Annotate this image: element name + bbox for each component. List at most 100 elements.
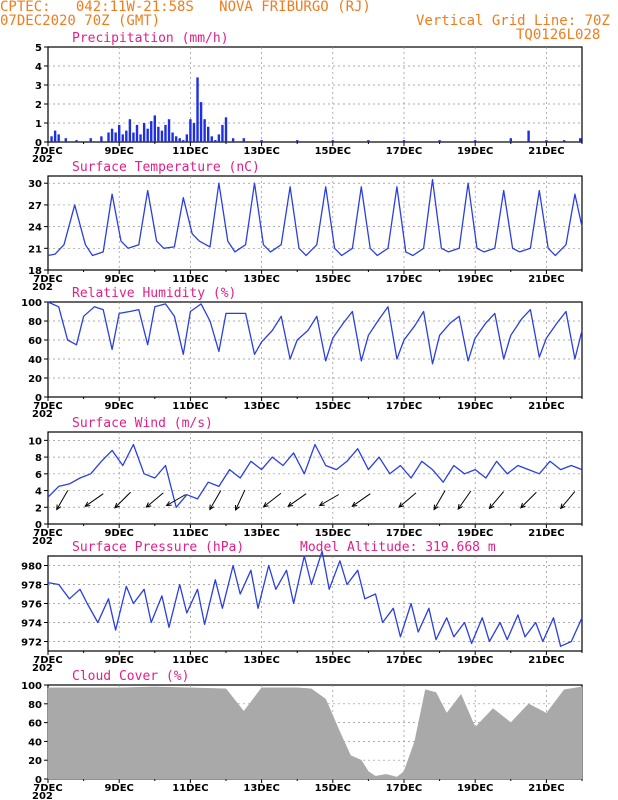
precip-bar [296, 140, 299, 142]
wind-arrow [114, 491, 131, 509]
wind-arrow-head [235, 504, 240, 512]
cloud-area [47, 686, 583, 780]
precip-bar [75, 140, 78, 142]
pres-xtick-label: 11DEC [172, 655, 208, 666]
precip-bar [125, 130, 128, 142]
cloud-ytick-label: 60 [28, 719, 42, 730]
precip-bar [545, 140, 548, 142]
wind-arrow-shaft [56, 490, 69, 510]
rh-xtick-label: 15DEC [315, 401, 351, 412]
pres-xtick-label: 21DEC [528, 655, 564, 666]
cloud-xtick-label: 17DEC [386, 783, 422, 794]
precip-xtick-label: 21DEC [528, 146, 564, 157]
wind-arrow-head [520, 502, 526, 509]
wind-arrow-head [114, 502, 120, 509]
header-line2-left: 07DEC2020 70Z (GMT) [0, 13, 161, 29]
precip-xtick-label: 17DEC [386, 146, 422, 157]
pres-xtick-label: 13DEC [243, 655, 279, 666]
precip-bar [509, 138, 512, 142]
rh-ytick-label: 80 [28, 317, 42, 328]
precip-xtick-label: 7DEC [33, 146, 62, 157]
precip-bar [210, 136, 213, 142]
precip-frame [47, 46, 583, 143]
wind-ytick-label: 10 [28, 436, 42, 447]
wind-xtick-label: 7DEC [33, 528, 62, 539]
cloud-ytick-label: 20 [28, 756, 42, 767]
pres-xtick-label: 17DEC [386, 655, 422, 666]
precip-ytick-label: 3 [35, 81, 42, 92]
precip-bar [260, 140, 263, 142]
precip-bar [579, 138, 582, 142]
pres-ytick-label: 978 [21, 581, 42, 592]
wind-xtick-label: 13DEC [243, 528, 279, 539]
precip-bar [367, 140, 370, 142]
temp-ytick-label: 24 [28, 223, 42, 234]
precip-bar [438, 140, 441, 142]
cloud-xtick-label: 7DEC [33, 783, 62, 794]
precip-ytick-label: 4 [35, 62, 42, 73]
wind-arrow [84, 493, 104, 507]
wind-arrow-head [433, 504, 439, 511]
pres-title: Surface Pressure (hPa) [72, 540, 244, 555]
precip-bar [139, 134, 142, 142]
rh-title: Relative Humidity (%) [72, 286, 236, 301]
temp-xtick-label: 11DEC [172, 274, 208, 285]
precip-bar [207, 126, 210, 142]
precip-bar [114, 132, 117, 142]
pres-ytick-label: 980 [21, 562, 42, 573]
wind-xtick-label: 15DEC [315, 528, 351, 539]
wind-ytick-label: 8 [35, 453, 42, 464]
precip-bar [231, 138, 235, 142]
temp-ytick-label: 18 [28, 266, 42, 277]
precip-xtick-label: 11DEC [172, 146, 208, 157]
precip-bar [132, 132, 135, 142]
temp-xtick-label: 9DEC [104, 274, 133, 285]
temp-xtick-label: 13DEC [243, 274, 279, 285]
wind-arrow [351, 493, 371, 507]
rh-ytick-label: 40 [28, 355, 42, 366]
wind-arrow-head [262, 502, 269, 508]
wind-arrow-head [145, 502, 152, 508]
wind-arrow-head [398, 502, 405, 508]
wind-year-label: 202 [32, 536, 53, 547]
temp-ytick-label: 27 [28, 201, 42, 212]
wind-arrow-head [457, 503, 463, 510]
wind-arrow-shaft [146, 492, 164, 508]
precip-bar [64, 138, 67, 142]
wind-arrow-head [287, 501, 294, 507]
precip-bar [100, 136, 103, 142]
precip-bar [182, 140, 185, 142]
rh-frame [47, 301, 583, 398]
temp-title: Surface Temperature (nC) [72, 160, 260, 175]
wind-arrow [235, 489, 246, 512]
precip-ytick-label: 0 [35, 138, 42, 149]
wind-arrow-shaft [489, 491, 505, 509]
wind-arrow-head [165, 501, 172, 507]
temp-ytick-label: 21 [28, 244, 42, 255]
wind-ytick-label: 0 [35, 520, 42, 531]
rh-xtick-label: 21DEC [528, 401, 564, 412]
precip-bar [563, 140, 566, 142]
precip-bar [171, 132, 174, 142]
wind-arrow-shaft [84, 493, 104, 507]
pres-ytick-label: 972 [21, 638, 42, 649]
wind-arrow-shaft [398, 492, 417, 508]
precip-bar [107, 132, 110, 142]
wind-arrow-shaft [351, 493, 371, 507]
precip-bar [214, 140, 217, 142]
cloud-title: Cloud Cover (%) [72, 669, 189, 684]
rh-xtick-label: 9DEC [104, 401, 133, 412]
rh-xtick-label: 19DEC [457, 401, 493, 412]
wind-arrow [145, 492, 164, 508]
precip-xtick-label: 19DEC [457, 146, 493, 157]
wind-ytick-label: 6 [35, 470, 42, 481]
temp-frame [47, 175, 583, 271]
pres-xtick-label: 15DEC [315, 655, 351, 666]
cloud-ytick-label: 100 [21, 681, 42, 692]
rh-xtick-label: 7DEC [33, 401, 62, 412]
wind-arrow [209, 490, 222, 511]
model-altitude-label: Model Altitude: 319.668 m [300, 540, 496, 555]
precip-bar [89, 138, 92, 142]
rh-year-label: 202 [32, 409, 53, 420]
